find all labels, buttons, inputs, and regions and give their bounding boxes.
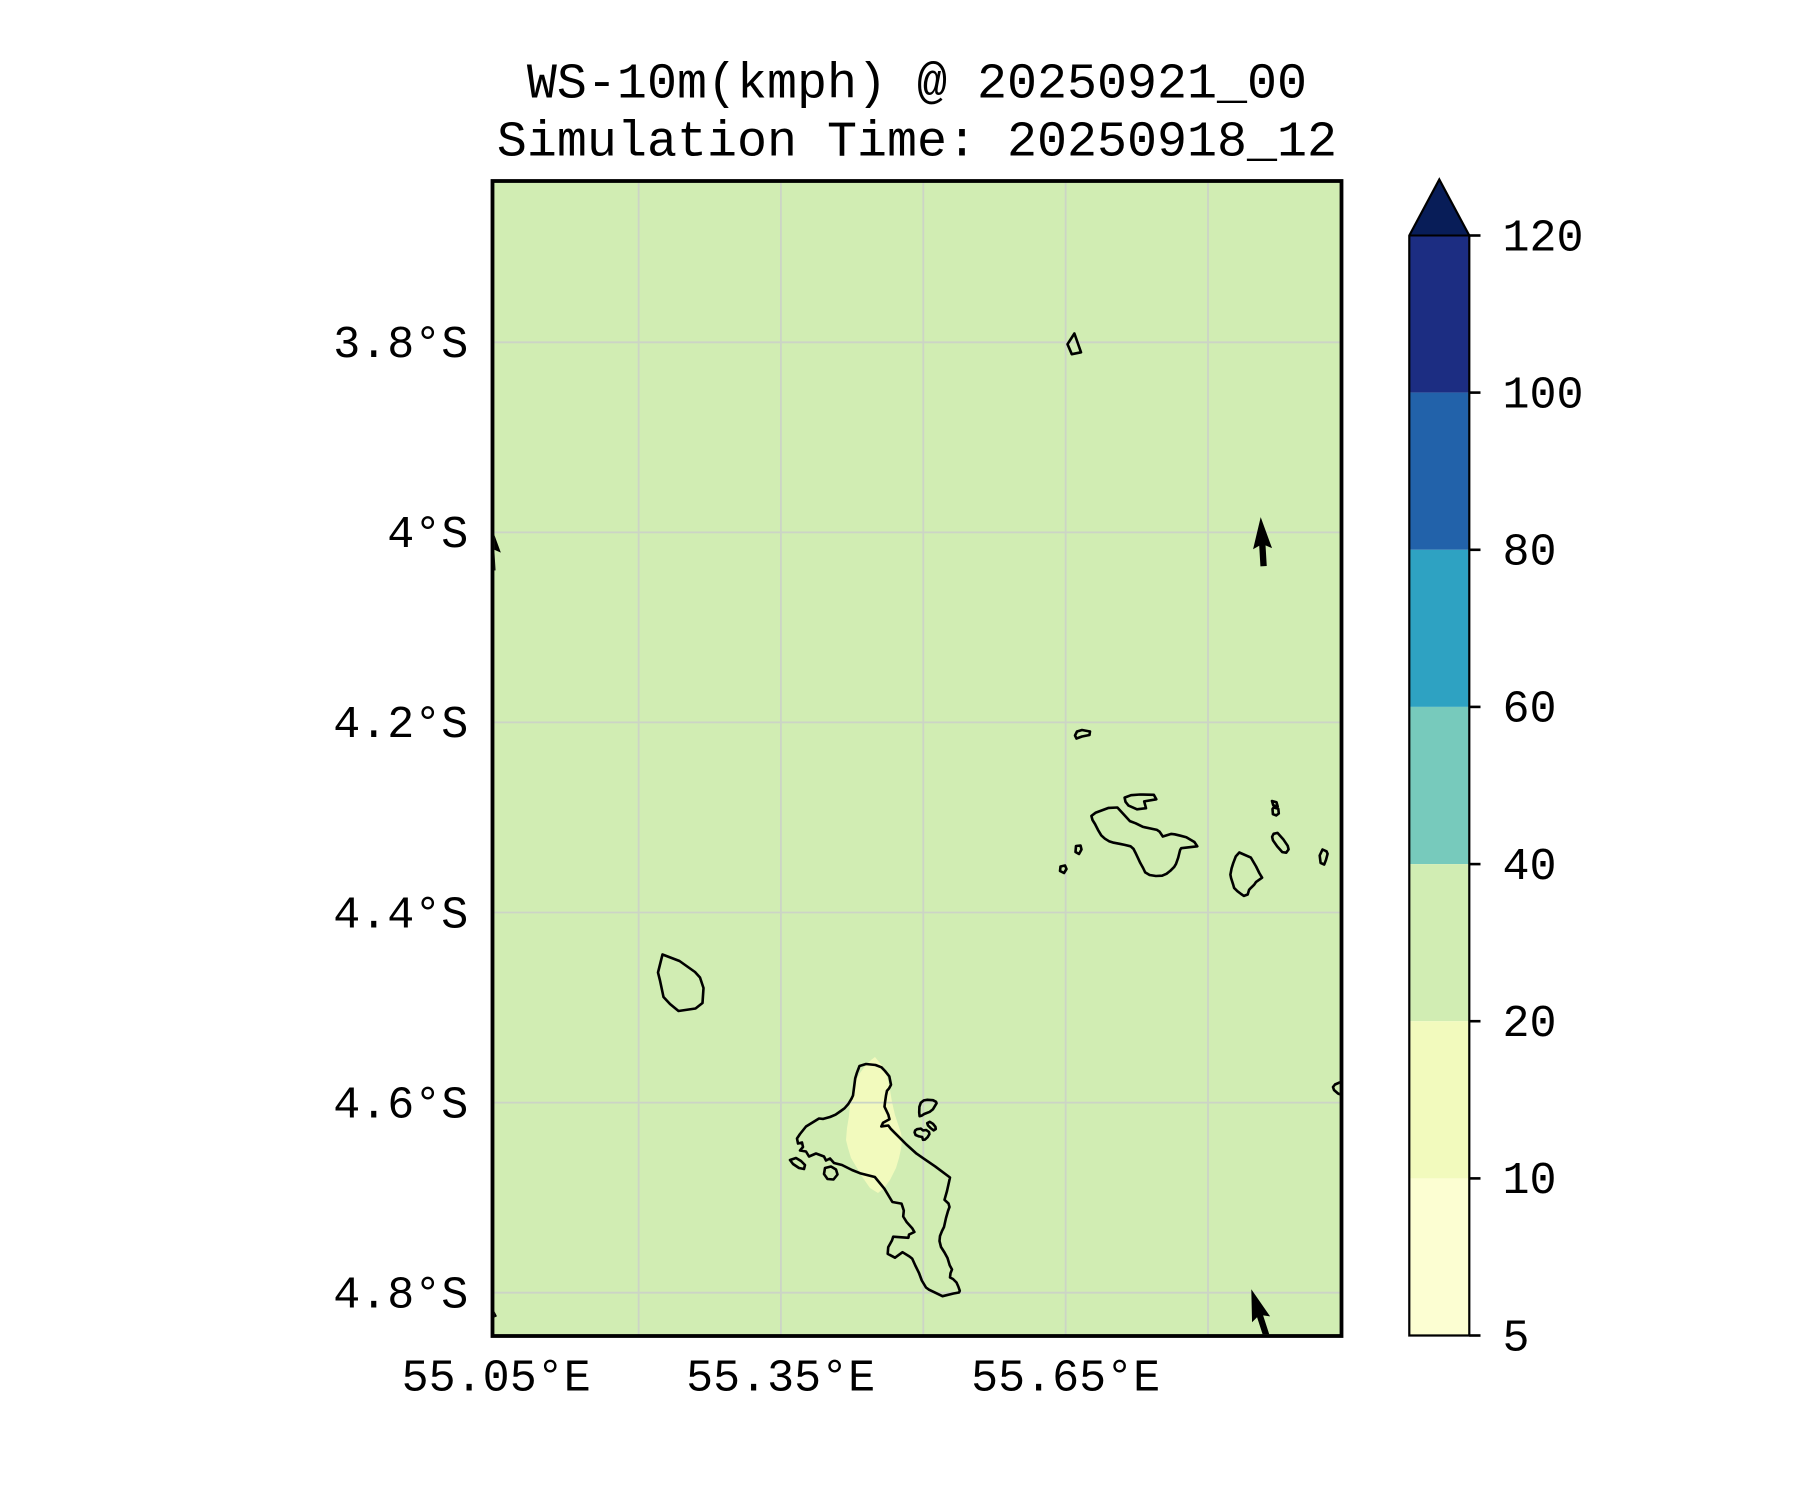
svg-text:100: 100 (1503, 370, 1584, 421)
svg-text:4.8°S: 4.8°S (333, 1271, 468, 1322)
svg-text:4.6°S: 4.6°S (333, 1080, 468, 1131)
svg-text:5: 5 (1503, 1313, 1530, 1364)
svg-text:55.35°E: 55.35°E (686, 1353, 875, 1404)
svg-text:Simulation Time: 20250918_12: Simulation Time: 20250918_12 (497, 115, 1337, 172)
svg-text:20: 20 (1503, 999, 1557, 1050)
svg-text:55.05°E: 55.05°E (402, 1353, 591, 1404)
svg-text:3.8°S: 3.8°S (333, 320, 468, 371)
svg-text:120: 120 (1503, 213, 1584, 264)
svg-text:80: 80 (1503, 528, 1557, 579)
svg-text:40: 40 (1503, 842, 1557, 893)
svg-text:4°S: 4°S (387, 510, 468, 561)
svg-text:10: 10 (1503, 1156, 1557, 1207)
svg-text:WS-10m(kmph) @ 20250921_00: WS-10m(kmph) @ 20250921_00 (527, 57, 1307, 114)
svg-text:4.2°S: 4.2°S (333, 700, 468, 751)
svg-text:4.4°S: 4.4°S (333, 890, 468, 941)
svg-text:55.65°E: 55.65°E (971, 1353, 1160, 1404)
svg-text:60: 60 (1503, 685, 1557, 736)
